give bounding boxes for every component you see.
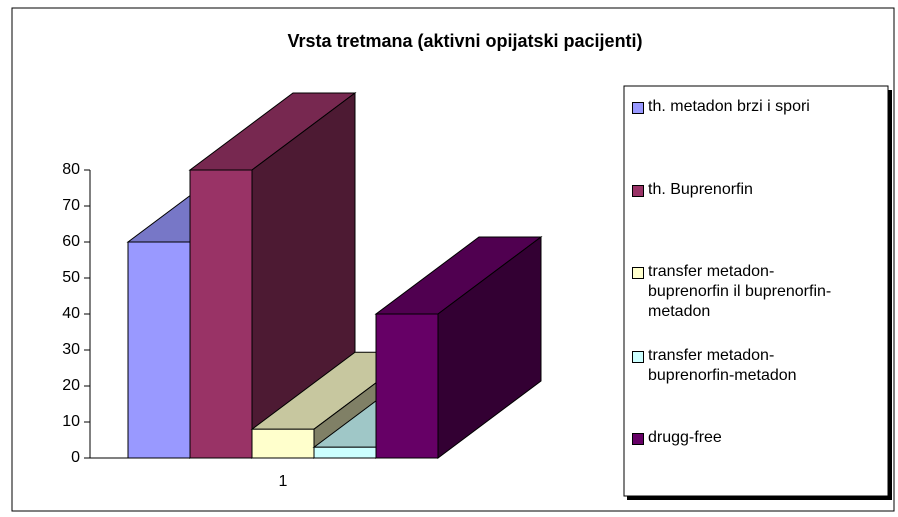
y-tick-label: 70 xyxy=(62,197,80,214)
legend-swatch xyxy=(632,267,644,279)
bar xyxy=(313,446,377,459)
y-tick-label: 50 xyxy=(62,269,80,286)
legend-item: th. metadon brzi i spori xyxy=(632,97,882,117)
y-tick-label: 20 xyxy=(62,377,80,394)
legend-item: transfer metadon-buprenorfin il buprenor… xyxy=(632,262,882,322)
legend-swatch xyxy=(632,351,644,363)
legend-item: transfer metadon-buprenorfin-metadon xyxy=(632,346,882,386)
y-tick-label: 0 xyxy=(71,449,80,466)
y-tick-label: 80 xyxy=(62,161,80,178)
legend-label: transfer metadon-buprenorfin-metadon xyxy=(648,347,797,384)
y-tick-label: 30 xyxy=(62,341,80,358)
legend-swatch xyxy=(632,102,644,114)
legend-item: drugg-free xyxy=(632,428,882,448)
y-tick-label: 10 xyxy=(62,413,80,430)
legend-label: th. Buprenorfin xyxy=(648,181,753,198)
legend-label: transfer metadon-buprenorfin il buprenor… xyxy=(648,263,832,320)
y-tick-label: 40 xyxy=(62,305,80,322)
bar xyxy=(189,169,253,459)
bar xyxy=(251,428,315,459)
chart-title: Vrsta tretmana (aktivni opijatski pacije… xyxy=(287,31,642,51)
y-tick-label: 60 xyxy=(62,233,80,250)
legend-label: th. metadon brzi i spori xyxy=(648,98,810,115)
bar xyxy=(127,241,191,459)
legend-swatch xyxy=(632,433,644,445)
bar xyxy=(375,313,439,459)
legend-label: drugg-free xyxy=(648,429,722,446)
x-tick-label: 1 xyxy=(279,473,288,490)
legend-box xyxy=(623,85,889,497)
legend-swatch xyxy=(632,185,644,197)
legend-item: th. Buprenorfin xyxy=(632,180,882,200)
